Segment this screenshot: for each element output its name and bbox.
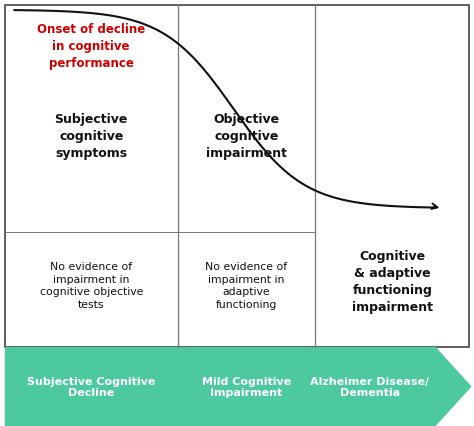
Text: Subjective
cognitive
symptoms: Subjective cognitive symptoms <box>55 113 128 160</box>
Text: Subjective Cognitive
Decline: Subjective Cognitive Decline <box>27 376 155 397</box>
Text: Onset of decline
in cognitive
performance: Onset of decline in cognitive performanc… <box>37 23 146 70</box>
Text: Cognitive
& adaptive
functioning
impairment: Cognitive & adaptive functioning impairm… <box>352 249 433 313</box>
Bar <box>5 6 469 347</box>
Text: No evidence of
impairment in
adaptive
functioning: No evidence of impairment in adaptive fu… <box>205 261 288 310</box>
Text: Mild Cognitive
Impairment: Mild Cognitive Impairment <box>202 376 291 397</box>
Polygon shape <box>5 345 472 426</box>
Text: No evidence of
impairment in
cognitive objective
tests: No evidence of impairment in cognitive o… <box>39 261 143 310</box>
Text: Alzheimer Disease/
Dementia: Alzheimer Disease/ Dementia <box>310 376 429 397</box>
Text: Objective
cognitive
impairment: Objective cognitive impairment <box>206 113 287 160</box>
